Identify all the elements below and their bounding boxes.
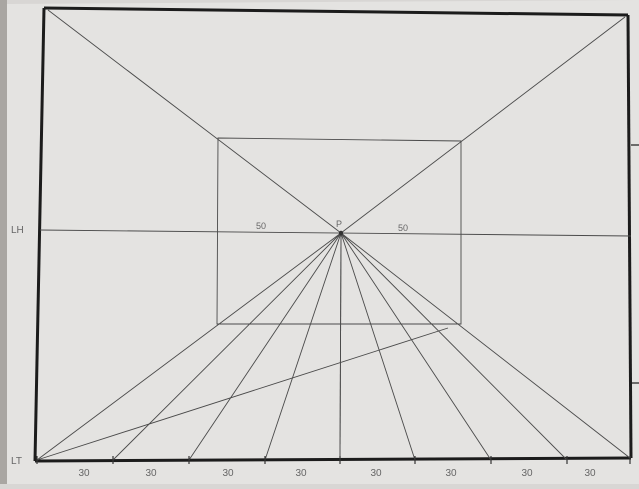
- frame-bottom: [34, 456, 632, 463]
- orthogonal-ray: [36, 232, 342, 461]
- horizon-line: [39, 229, 632, 237]
- ground-mark-label: 30: [295, 468, 307, 479]
- ground-mark-label: 30: [584, 468, 596, 479]
- ground-mark-label: 30: [78, 468, 90, 479]
- ground-mark-label: 30: [222, 468, 234, 479]
- orthogonal-rays: [36, 232, 631, 461]
- ground-label: LT: [11, 456, 22, 467]
- orthogonal-ray: [339, 232, 342, 461]
- orthogonal-ray: [188, 232, 342, 461]
- back-wall-rectangle: [216, 137, 462, 325]
- ground-mark-labels: 30 30 30 30 30 30 30 30: [78, 468, 596, 479]
- ground-mark-label: 30: [145, 468, 157, 479]
- right-distance-label: 50: [398, 223, 408, 233]
- vanishing-point-label: P: [336, 219, 342, 229]
- outer-frame: [33, 6, 633, 463]
- orthogonal-ray: [340, 232, 568, 461]
- ground-ticks: [36, 456, 631, 464]
- ground-mark-label: 30: [445, 468, 457, 479]
- orthogonal-ray: [340, 232, 492, 461]
- diagonal-top-right: [340, 16, 626, 234]
- orthogonal-ray: [340, 232, 631, 459]
- paper-sheet: [4, 0, 639, 484]
- diagonal-top-left: [47, 9, 342, 234]
- background-edge: [0, 0, 7, 484]
- frame-left: [33, 7, 46, 462]
- orthogonal-ray: [112, 232, 342, 461]
- ground-mark-label: 30: [521, 468, 533, 479]
- orthogonal-ray: [340, 232, 416, 461]
- left-distance-label: 50: [256, 221, 266, 231]
- ground-mark-label: 30: [370, 468, 382, 479]
- frame-right: [626, 14, 633, 459]
- vanishing-point-dot: [338, 230, 344, 236]
- horizon-label: LH: [11, 225, 24, 236]
- orthogonal-ray: [264, 232, 342, 461]
- frame-top: [43, 6, 629, 17]
